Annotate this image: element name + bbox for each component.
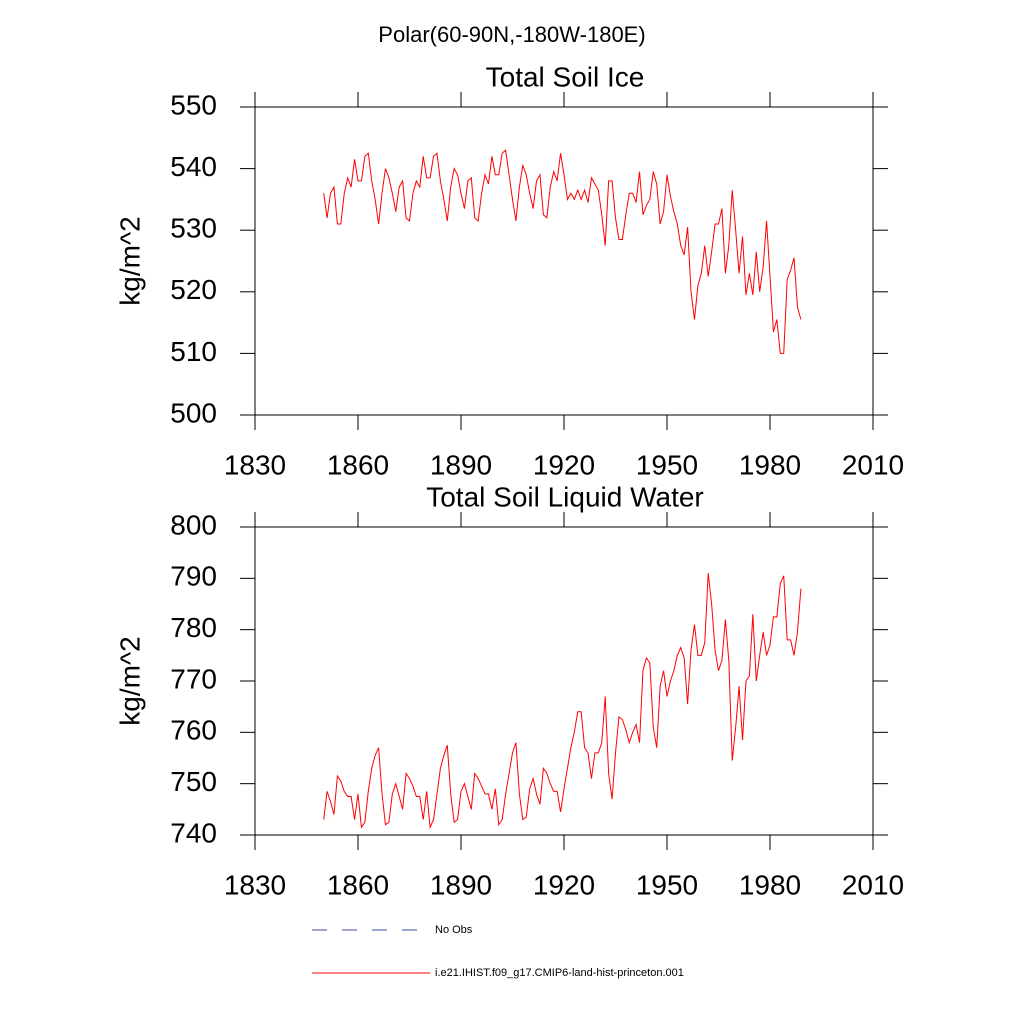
- legend-label: No Obs: [435, 924, 473, 936]
- y-tick-label: 530: [170, 213, 217, 244]
- data-line: [323, 149, 802, 354]
- y-axis-label: kg/m^2: [114, 636, 145, 725]
- y-tick-label: 520: [170, 274, 217, 305]
- x-tick-label: 1860: [327, 869, 389, 900]
- y-tick-label: 780: [170, 612, 217, 643]
- x-tick-label: 1890: [430, 449, 492, 480]
- subplot-title: Total Soil Ice: [486, 61, 645, 92]
- y-tick-label: 540: [170, 151, 217, 182]
- x-tick-label: 2010: [842, 449, 904, 480]
- subplot-title: Total Soil Liquid Water: [426, 481, 704, 512]
- y-tick-label: 550: [170, 89, 217, 120]
- x-tick-label: 2010: [842, 869, 904, 900]
- legend-label: i.e21.IHIST.f09_g17.CMIP6-land-hist-prin…: [435, 967, 684, 979]
- y-tick-label: 760: [170, 715, 217, 746]
- y-tick-label: 800: [170, 509, 217, 540]
- x-tick-label: 1920: [533, 449, 595, 480]
- figure-title: Polar(60-90N,-180W-180E): [378, 22, 645, 47]
- y-tick-label: 500: [170, 397, 217, 428]
- y-tick-label: 750: [170, 766, 217, 797]
- x-tick-label: 1950: [636, 449, 698, 480]
- x-tick-label: 1890: [430, 869, 492, 900]
- x-tick-label: 1920: [533, 869, 595, 900]
- x-tick-label: 1830: [224, 869, 286, 900]
- x-tick-label: 1980: [739, 449, 801, 480]
- y-tick-label: 510: [170, 336, 217, 367]
- y-tick-label: 790: [170, 561, 217, 592]
- x-tick-label: 1860: [327, 449, 389, 480]
- x-tick-label: 1830: [224, 449, 286, 480]
- y-axis-label: kg/m^2: [114, 216, 145, 305]
- y-tick-label: 740: [170, 817, 217, 848]
- x-tick-label: 1950: [636, 869, 698, 900]
- x-tick-label: 1980: [739, 869, 801, 900]
- y-tick-label: 770: [170, 663, 217, 694]
- data-line: [323, 573, 802, 830]
- plot-frame: [254, 106, 874, 416]
